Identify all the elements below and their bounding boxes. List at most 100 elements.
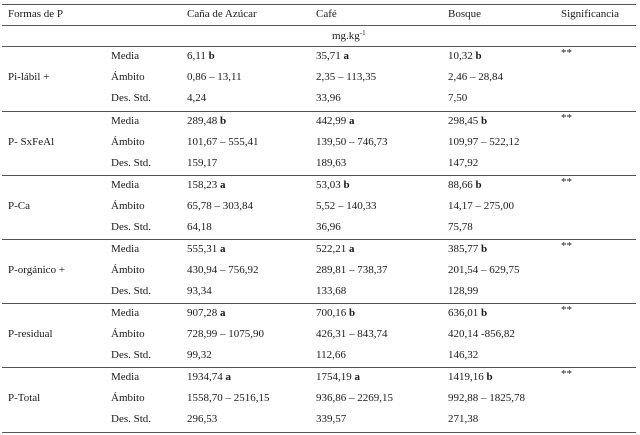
cell-ambito-cafe: 2,35 – 113,35 [316,71,376,84]
value: 158,23 [187,179,218,191]
cell-media-bosque: 385,77 b [448,243,487,256]
cell-std-bosque: 146,32 [448,349,478,362]
row-label-media: Media [111,307,140,319]
value: 0,86 – 13,11 [187,71,242,83]
value: 64,18 [187,221,212,233]
significance-letter: b [349,307,356,319]
cell-ambito-bosque: 14,17 – 275,00 [448,200,514,213]
row-label-std: Des. Std. [111,413,152,425]
value: 339,57 [316,413,347,425]
rule-group-2 [2,175,636,176]
cell-std-cafe: 33,96 [316,92,341,105]
cell-std-bosque: 271,38 [448,413,478,426]
row-label-media: Media [111,179,140,191]
cell-media-bosque: 10,32 b [448,50,482,63]
value: 298,45 [448,115,479,127]
group-name: P-orgánico + [8,264,66,276]
value: 1934,74 [187,371,223,383]
cell-ambito-cana: 65,78 – 303,84 [187,200,253,213]
value: 6,11 [187,50,206,62]
value: 139,50 – 746,73 [316,136,388,148]
value: 75,78 [448,221,473,233]
cell-media-cana: 158,23 a [187,179,226,192]
cell-std-cana: 159,17 [187,157,217,170]
value: 53,03 [316,179,341,191]
value: 522,21 [316,243,347,255]
rule-group-1 [2,111,636,112]
cell-media-bosque: 298,45 b [448,115,487,128]
value: 430,94 – 756,92 [187,264,259,276]
row-label-std: Des. Std. [111,92,152,104]
cell-ambito-cafe: 139,50 – 746,73 [316,136,388,149]
significance-letter: b [343,179,350,191]
cell-media-cafe: 1754,19 a [316,371,360,384]
value: 907,28 [187,307,218,319]
significance-mark: ** [561,47,572,59]
value: 147,92 [448,157,479,169]
value: 7,50 [448,92,468,104]
significance-letter: a [354,371,361,383]
header-cana: Caña de Azúcar [187,8,257,20]
unit-label: mg.kg-1 [332,30,366,43]
row-label-media: Media [111,371,140,383]
cell-ambito-bosque: 2,46 – 28,84 [448,71,503,84]
value: 93,34 [187,285,212,297]
row-label-media: Media [111,50,140,62]
significance-mark: ** [561,240,572,252]
cell-ambito-cana: 728,99 – 1075,90 [187,328,264,341]
cell-ambito-bosque: 201,54 – 629,75 [448,264,520,277]
row-label-ambito: Ámbito [111,136,145,148]
cell-ambito-cana: 0,86 – 13,11 [187,71,242,84]
row-label-media: Media [111,115,140,127]
row-label-ambito: Ámbito [111,264,145,276]
value: 88,66 [448,179,473,191]
significance-letter: b [475,50,482,62]
cell-media-cana: 6,11 b [187,50,215,63]
significance-mark: ** [561,368,572,380]
cell-media-cana: 1934,74 a [187,371,231,384]
value: 109,97 – 522,12 [448,136,520,148]
significance-letter: b [475,179,482,191]
cell-media-cafe: 522,21 a [316,243,355,256]
cell-std-cafe: 112,66 [316,349,346,362]
significance-letter: a [343,50,350,62]
header-cafe: Café [316,8,337,20]
cell-std-cana: 296,53 [187,413,217,426]
value: 420,14 -856,82 [448,328,515,340]
value: 426,31 – 843,74 [316,328,388,340]
row-label-std: Des. Std. [111,349,152,361]
significance-mark: ** [561,304,572,316]
value: 112,66 [316,349,346,361]
value: 33,96 [316,92,341,104]
rule-group-5 [2,367,636,368]
group-name: P-Ca [8,200,30,212]
cell-std-cana: 93,34 [187,285,212,298]
significance-mark: ** [561,112,572,124]
cell-std-cafe: 339,57 [316,413,346,426]
rule-group-4 [2,303,636,304]
rule-group-3 [2,239,636,240]
significance-letter: b [481,307,488,319]
cell-ambito-cana: 430,94 – 756,92 [187,264,259,277]
value: 128,99 [448,285,479,297]
value: 555,31 [187,243,218,255]
row-label-ambito: Ámbito [111,71,145,83]
significance-letter: b [481,115,488,127]
cell-std-cafe: 36,96 [316,221,341,234]
value: 14,17 – 275,00 [448,200,514,212]
significance-letter: a [225,371,232,383]
unit-exponent: -1 [359,29,366,37]
cell-media-cafe: 35,71 a [316,50,349,63]
value: 101,67 – 555,41 [187,136,259,148]
significance-letter: a [220,243,226,255]
cell-media-cana: 555,31 a [187,243,226,256]
significance-letter: b [486,371,493,383]
value: 1558,70 – 2516,15 [187,392,270,404]
value: 5,52 – 140,33 [316,200,377,212]
cell-ambito-cafe: 289,81 – 738,37 [316,264,388,277]
value: 133,68 [316,285,347,297]
significance-letter: b [481,243,488,255]
header-significancia: Significancia [561,8,620,20]
cell-ambito-cafe: 426,31 – 843,74 [316,328,388,341]
significance-letter: b [220,115,227,127]
